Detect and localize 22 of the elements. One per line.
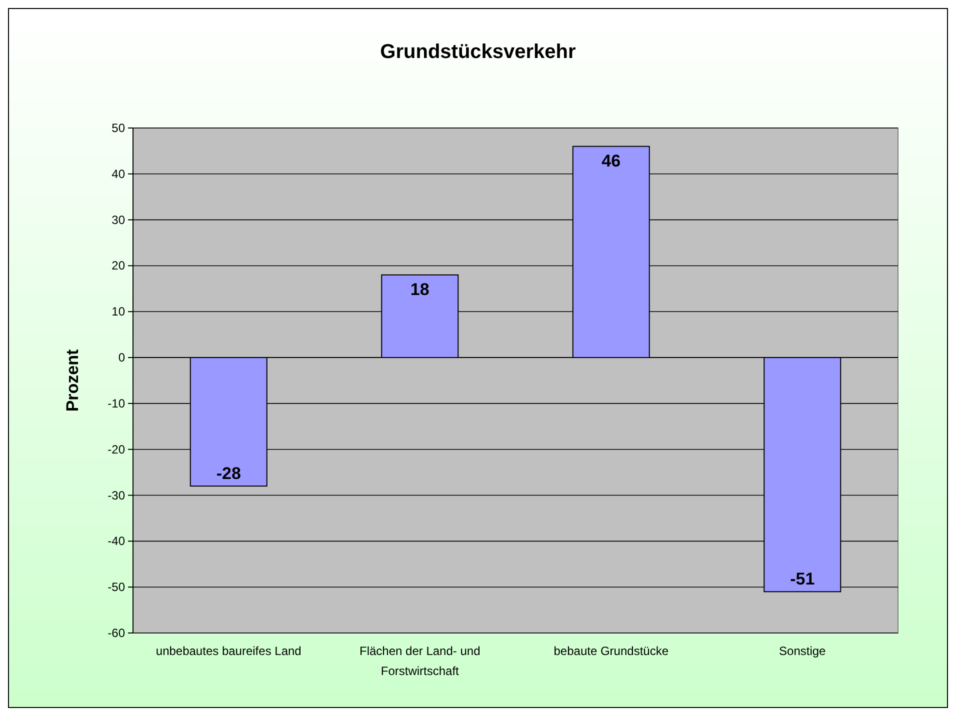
data-label: 18	[410, 280, 430, 299]
y-tick-label: -50	[108, 580, 126, 594]
y-tick-label: -30	[108, 488, 126, 502]
y-tick-label: 40	[112, 166, 126, 181]
y-tick-label: 30	[112, 212, 126, 227]
y-tick-label: -10	[108, 396, 126, 410]
x-tick-label: Sonstige	[779, 644, 826, 658]
y-tick-label: -40	[108, 534, 126, 548]
x-tick-label: Flächen der Land- und Forstwirtschaft	[360, 644, 480, 678]
data-label: -28	[216, 464, 241, 484]
y-tick-label: 50	[112, 121, 126, 135]
x-tick-label: bebaute Grundstücke	[554, 644, 669, 658]
y-tick-label: 20	[112, 258, 126, 273]
x-tick-label: unbebautes baureifes Land	[156, 644, 302, 658]
y-tick-label: 0	[118, 350, 126, 365]
y-axis-title: Prozent	[63, 348, 82, 412]
y-tick-label: 10	[112, 304, 126, 319]
y-tick-label: -20	[108, 442, 126, 456]
chart-title: Grundstücksverkehr	[380, 41, 576, 63]
data-label: -51	[790, 570, 815, 589]
data-label: 46	[602, 151, 621, 170]
y-tick-label: -60	[108, 626, 126, 640]
